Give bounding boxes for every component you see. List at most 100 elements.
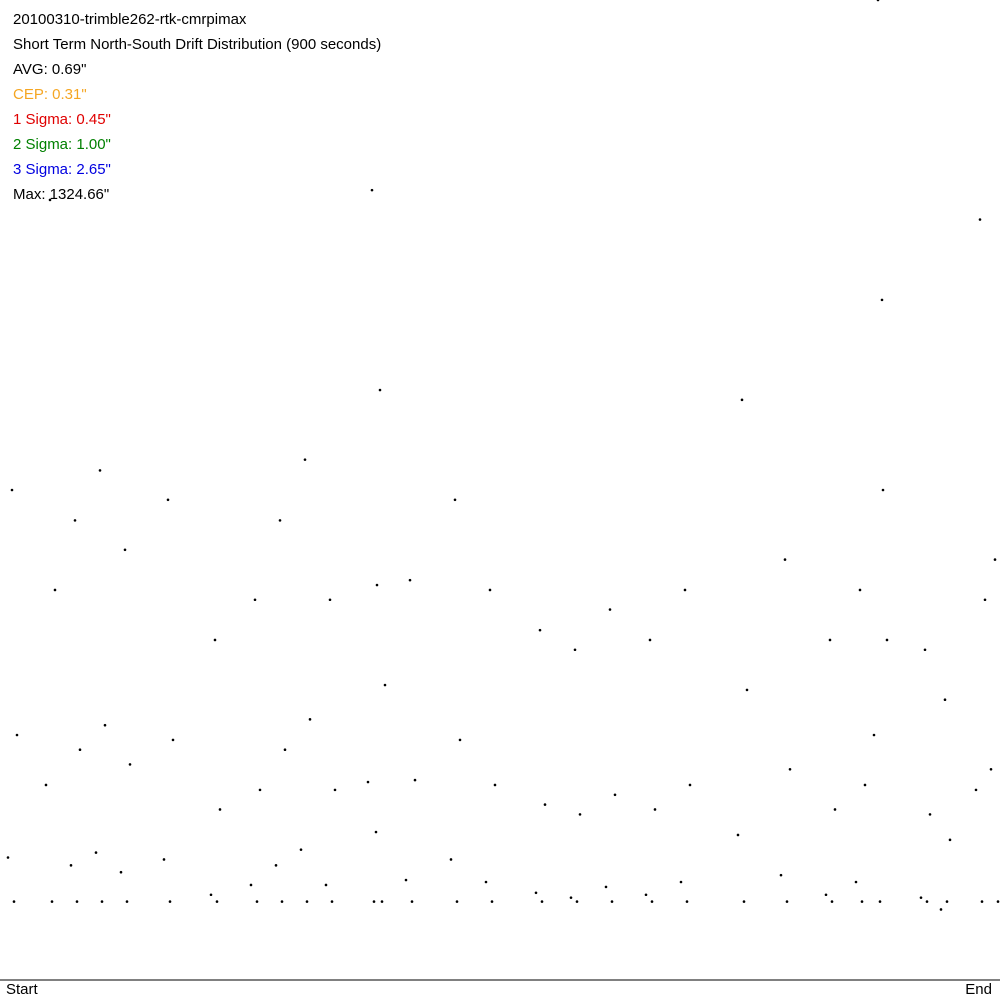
data-point — [274, 864, 278, 867]
data-point — [974, 788, 978, 792]
data-point — [374, 830, 378, 834]
data-point — [833, 808, 837, 811]
data-point — [455, 900, 459, 903]
data-point — [375, 583, 379, 587]
data-point — [303, 458, 307, 461]
data-point — [258, 788, 262, 792]
data-point — [648, 638, 652, 642]
data-point — [736, 833, 740, 837]
data-point — [75, 900, 79, 903]
data-point — [123, 548, 127, 552]
data-point — [745, 688, 749, 692]
data-point — [824, 893, 828, 897]
data-point — [885, 638, 889, 642]
data-point — [44, 783, 48, 787]
data-point — [996, 900, 1000, 903]
data-point — [162, 858, 166, 861]
data-point — [328, 598, 332, 602]
data-point — [166, 498, 170, 502]
data-point — [608, 608, 612, 611]
data-point — [785, 900, 789, 903]
data-point — [73, 519, 77, 522]
data-point — [128, 763, 132, 766]
data-point — [534, 891, 538, 895]
data-point — [125, 900, 129, 903]
data-point — [383, 683, 387, 687]
data-point — [380, 900, 384, 903]
data-point — [679, 880, 683, 884]
data-point — [923, 648, 927, 652]
data-point — [779, 873, 783, 877]
data-point — [209, 893, 213, 897]
data-point — [538, 628, 542, 632]
data-point — [449, 858, 453, 861]
stat-label: Max: 1324.66" — [13, 186, 109, 203]
data-point — [78, 748, 82, 751]
data-point — [100, 900, 104, 903]
data-point — [543, 803, 547, 806]
data-point — [278, 519, 282, 522]
data-point — [742, 900, 746, 903]
data-point — [980, 900, 984, 903]
data-point — [830, 900, 834, 903]
data-point — [783, 558, 787, 561]
data-point — [948, 838, 952, 842]
data-point — [945, 900, 949, 903]
data-point — [98, 469, 102, 472]
data-point — [333, 788, 337, 792]
data-point — [650, 900, 654, 903]
data-point — [688, 783, 692, 787]
data-point — [280, 900, 284, 903]
data-point — [644, 893, 648, 897]
data-point — [10, 488, 14, 492]
stat-label: 3 Sigma: 2.65" — [13, 161, 111, 178]
stat-label: CEP: 0.31" — [13, 86, 87, 103]
stat-label: 2 Sigma: 1.00" — [13, 136, 111, 153]
x-tick-label: End — [965, 981, 992, 998]
data-point — [53, 588, 57, 592]
data-point — [573, 648, 577, 652]
data-point — [305, 900, 309, 903]
data-point — [685, 900, 689, 903]
data-point — [740, 398, 744, 402]
data-point — [604, 885, 608, 889]
data-point — [253, 598, 257, 602]
data-point — [410, 900, 414, 903]
data-point — [308, 718, 312, 721]
data-point — [860, 900, 864, 903]
data-point — [488, 588, 492, 592]
data-point — [94, 851, 98, 854]
data-point — [453, 498, 457, 502]
data-point — [484, 880, 488, 884]
data-point — [928, 813, 932, 816]
data-point — [458, 738, 462, 742]
data-point — [370, 188, 374, 192]
data-point — [213, 638, 217, 642]
data-point — [69, 864, 73, 867]
data-point — [15, 733, 19, 737]
data-point — [575, 900, 579, 903]
data-point — [569, 896, 573, 899]
stat-label: AVG: 0.69" — [13, 61, 86, 78]
data-point — [255, 900, 259, 903]
data-point — [610, 900, 614, 903]
data-point — [249, 883, 253, 887]
data-point — [490, 900, 494, 903]
data-point — [6, 856, 10, 859]
data-point — [993, 558, 997, 561]
data-point — [215, 900, 219, 903]
data-point — [413, 778, 417, 782]
data-point — [540, 900, 544, 903]
data-point — [683, 588, 687, 592]
x-tick-label: Start — [6, 981, 39, 998]
chart-subtitle: Short Term North-South Drift Distributio… — [13, 36, 381, 53]
data-point — [299, 848, 303, 851]
data-point — [978, 218, 982, 221]
data-point — [613, 793, 617, 797]
data-point — [943, 698, 947, 702]
data-point — [48, 198, 52, 202]
data-point — [863, 783, 867, 787]
data-point — [653, 808, 657, 811]
